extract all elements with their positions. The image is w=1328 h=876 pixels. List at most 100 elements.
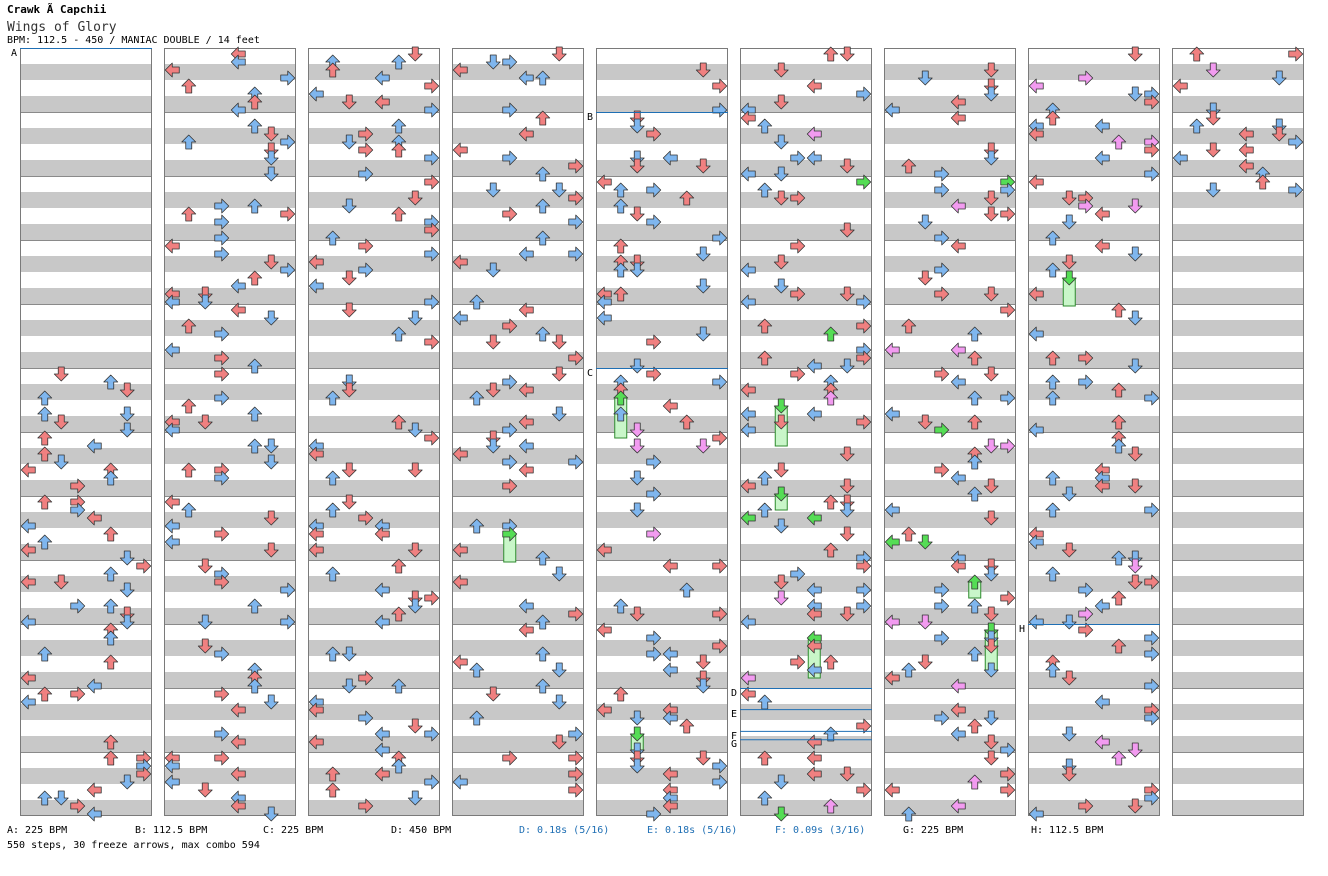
shaded-band <box>740 192 872 208</box>
shaded-band <box>164 640 296 656</box>
quarter-arrow <box>1144 574 1160 590</box>
quarter-arrow <box>358 798 374 814</box>
eighth-arrow <box>502 454 518 470</box>
quarter-arrow <box>773 414 789 430</box>
sixteenth-arrow <box>773 590 789 606</box>
shaded-band <box>308 416 440 432</box>
eighth-arrow <box>374 726 390 742</box>
eighth-arrow <box>695 278 711 294</box>
quarter-arrow <box>551 46 567 62</box>
quarter-arrow <box>901 158 917 174</box>
shaded-band <box>452 480 584 496</box>
quarter-arrow <box>518 302 534 318</box>
shaded-band <box>884 160 1016 176</box>
freeze-head <box>613 390 629 406</box>
quarter-arrow <box>839 222 855 238</box>
shaded-band <box>164 64 296 80</box>
quarter-arrow <box>679 190 695 206</box>
eighth-arrow <box>662 150 678 166</box>
quarter-arrow <box>856 718 872 734</box>
eighth-arrow <box>1045 470 1061 486</box>
eighth-arrow <box>247 678 263 694</box>
quarter-arrow <box>695 750 711 766</box>
quarter-arrow <box>1238 158 1254 174</box>
quarter-arrow <box>1028 126 1044 142</box>
shaded-band <box>308 192 440 208</box>
quarter-arrow <box>967 350 983 366</box>
quarter-arrow <box>452 542 468 558</box>
shaded-band <box>164 480 296 496</box>
quarter-arrow <box>823 494 839 510</box>
eighth-arrow <box>1094 150 1110 166</box>
shaded-band <box>308 320 440 336</box>
shaded-band <box>884 96 1016 112</box>
eighth-arrow <box>967 454 983 470</box>
shaded-band <box>452 352 584 368</box>
shaded-band <box>884 640 1016 656</box>
eighth-arrow <box>1127 86 1143 102</box>
eighth-arrow <box>1045 662 1061 678</box>
quarter-arrow <box>757 318 773 334</box>
eighth-arrow <box>469 710 485 726</box>
shaded-band <box>164 96 296 112</box>
shaded-band <box>1172 544 1304 560</box>
quarter-arrow <box>518 126 534 142</box>
shaded-band <box>20 64 152 80</box>
eighth-arrow <box>325 566 341 582</box>
quarter-arrow <box>983 750 999 766</box>
legend-entry: E: 0.18s (5/16) <box>647 825 738 836</box>
eighth-arrow <box>823 726 839 742</box>
quarter-arrow <box>983 78 999 94</box>
shaded-band <box>164 352 296 368</box>
quarter-arrow <box>1045 350 1061 366</box>
eighth-arrow <box>424 102 440 118</box>
shaded-band <box>1028 480 1160 496</box>
shaded-band <box>164 512 296 528</box>
eighth-arrow <box>263 694 279 710</box>
quarter-arrow <box>535 110 551 126</box>
eighth-arrow <box>1094 694 1110 710</box>
quarter-arrow <box>407 46 423 62</box>
quarter-arrow <box>1061 542 1077 558</box>
quarter-arrow <box>37 494 53 510</box>
shaded-band <box>1172 672 1304 688</box>
shaded-band <box>884 608 1016 624</box>
shaded-band <box>164 160 296 176</box>
shock-arrow <box>740 510 756 526</box>
eighth-arrow <box>407 790 423 806</box>
eighth-arrow <box>214 214 230 230</box>
quarter-arrow <box>230 302 246 318</box>
shaded-band <box>1028 544 1160 560</box>
eighth-arrow <box>37 790 53 806</box>
eighth-arrow <box>119 406 135 422</box>
shaded-band <box>1172 96 1304 112</box>
eighth-arrow <box>1271 118 1287 134</box>
eighth-arrow <box>535 230 551 246</box>
freeze-head <box>1061 270 1077 286</box>
quarter-arrow <box>1078 798 1094 814</box>
shaded-band <box>740 96 872 112</box>
quarter-arrow <box>391 142 407 158</box>
marker-label: C <box>587 368 593 379</box>
eighth-arrow <box>806 150 822 166</box>
quarter-arrow <box>308 526 324 542</box>
eighth-arrow <box>806 358 822 374</box>
eighth-arrow <box>341 198 357 214</box>
quarter-arrow <box>214 750 230 766</box>
sixteenth-arrow <box>917 614 933 630</box>
quarter-arrow <box>1238 142 1254 158</box>
quarter-arrow <box>1000 782 1016 798</box>
eighth-arrow <box>1061 486 1077 502</box>
eighth-arrow <box>263 150 279 166</box>
shaded-band <box>740 480 872 496</box>
quarter-arrow <box>341 494 357 510</box>
quarter-arrow <box>806 606 822 622</box>
quarter-arrow <box>901 526 917 542</box>
shaded-band <box>596 320 728 336</box>
quarter-arrow <box>712 430 728 446</box>
quarter-arrow <box>308 254 324 270</box>
eighth-arrow <box>485 438 501 454</box>
eighth-arrow <box>391 758 407 774</box>
eighth-arrow <box>740 294 756 310</box>
shaded-band <box>740 64 872 80</box>
